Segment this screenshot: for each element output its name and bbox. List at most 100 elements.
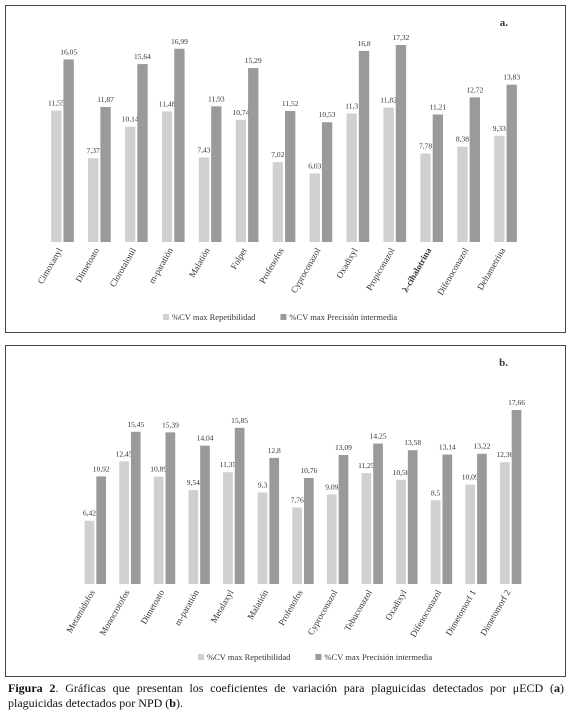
bar xyxy=(511,410,522,584)
bar xyxy=(200,445,210,584)
x-tick-label: Malatión xyxy=(187,246,212,280)
bar xyxy=(153,476,164,584)
bar xyxy=(88,158,99,242)
bar xyxy=(395,45,407,242)
bar xyxy=(457,146,468,242)
value-label: 13,14 xyxy=(439,443,456,452)
value-label: 12,8 xyxy=(268,446,281,455)
bar xyxy=(321,122,333,242)
caption: Figura 2. Gráficas que presentan los coe… xyxy=(8,681,564,711)
bar xyxy=(124,126,136,242)
bar xyxy=(130,431,141,584)
bar xyxy=(188,490,199,584)
legend-label: %CV max Repetibilidad xyxy=(172,312,256,322)
value-label: 17,66 xyxy=(508,398,525,407)
bar xyxy=(396,479,406,584)
panel-frame xyxy=(5,345,566,677)
bar xyxy=(272,162,283,242)
x-tick-label: Cyproconazol xyxy=(289,246,323,295)
bar xyxy=(211,106,222,242)
x-tick-label: Monocrotofos xyxy=(97,588,131,638)
value-label: 13,09 xyxy=(335,443,352,452)
caption-run: Figura 2 xyxy=(8,681,56,695)
value-label: 6,03 xyxy=(308,161,321,170)
bar xyxy=(269,457,280,584)
value-label: 11,93 xyxy=(208,94,225,103)
bar xyxy=(304,477,314,584)
value-label: 7,37 xyxy=(87,146,100,155)
bar xyxy=(223,472,233,584)
bar xyxy=(137,64,148,242)
figure: a. 11,55 16,05 Cimoxanyl 7,37 11,87 Dimetoato 1… xyxy=(5,5,566,677)
bar xyxy=(96,476,106,584)
value-label: 10,14 xyxy=(122,115,139,124)
legend-label: %CV max Precisión intermedia xyxy=(324,652,432,662)
x-tick-label: m-paratión xyxy=(172,588,201,628)
bar xyxy=(420,153,431,242)
caption-run: b xyxy=(169,696,176,710)
bar xyxy=(309,173,320,242)
value-label: 11,48 xyxy=(159,99,176,108)
value-label: 10,09 xyxy=(462,473,479,482)
bar xyxy=(346,113,357,242)
value-label: 16,8 xyxy=(357,39,370,48)
bar xyxy=(469,97,480,242)
bar xyxy=(494,135,505,242)
value-label: 7,78 xyxy=(419,142,432,151)
value-label: 10,89 xyxy=(150,465,167,474)
value-label: 13,83 xyxy=(503,73,520,82)
caption-run: a xyxy=(554,681,560,695)
value-label: 16,05 xyxy=(60,47,77,56)
x-tick-label: λ-cihalotrina xyxy=(400,246,434,294)
bar xyxy=(100,106,111,242)
value-label: 12,36 xyxy=(496,450,513,459)
x-tick-label: Tebuconazol xyxy=(342,588,374,633)
x-tick-label: m-paratión xyxy=(147,246,176,286)
bar xyxy=(248,68,259,242)
bar xyxy=(407,450,418,584)
panel-label: a. xyxy=(500,17,509,29)
value-label: 14,25 xyxy=(370,432,387,441)
bar xyxy=(465,484,476,584)
bar xyxy=(326,494,337,584)
bar xyxy=(51,110,62,242)
bar xyxy=(174,48,185,242)
bar xyxy=(63,59,74,243)
x-tick-label: Folpet xyxy=(229,246,249,271)
bar xyxy=(373,443,383,584)
bar xyxy=(432,114,444,242)
bar xyxy=(500,462,510,584)
x-tick-label: Malatión xyxy=(245,588,270,622)
bar xyxy=(292,507,302,584)
value-label: 13,22 xyxy=(473,442,490,451)
value-label: 11,52 xyxy=(282,99,299,108)
caption-run: . Gráficas que presentan los coeficiente… xyxy=(55,681,554,695)
value-label: 11,21 xyxy=(430,102,447,111)
bar xyxy=(442,454,453,584)
value-label: 10,53 xyxy=(319,110,336,119)
caption-run: ) plaguicidas detectados por NPD ( xyxy=(8,681,564,710)
value-label: 7,02 xyxy=(271,150,284,159)
value-label: 13,58 xyxy=(404,438,421,447)
value-label: 15,64 xyxy=(134,52,151,61)
panel-frame xyxy=(5,5,566,333)
x-tick-label: Profenofos xyxy=(276,588,305,628)
bar xyxy=(234,427,245,584)
bar xyxy=(477,453,487,584)
value-label: 9,09 xyxy=(325,482,338,491)
value-label: 7,76 xyxy=(291,496,304,505)
legend-swatch xyxy=(198,654,204,660)
bar xyxy=(430,500,441,584)
bar xyxy=(165,432,176,584)
value-label: 11,55 xyxy=(48,99,65,108)
x-tick-label: Metamidofos xyxy=(64,588,97,635)
bar xyxy=(161,111,173,242)
value-label: 8,5 xyxy=(431,488,441,497)
value-label: 15,45 xyxy=(127,420,144,429)
x-tick-label: Clorotalonil xyxy=(108,246,139,289)
value-label: 6,42 xyxy=(83,509,96,518)
legend-label: %CV max Precisión intermedia xyxy=(289,312,397,322)
x-tick-label: Difenoconazol xyxy=(408,588,443,639)
value-label: 9,54 xyxy=(187,478,200,487)
bar xyxy=(383,107,394,242)
